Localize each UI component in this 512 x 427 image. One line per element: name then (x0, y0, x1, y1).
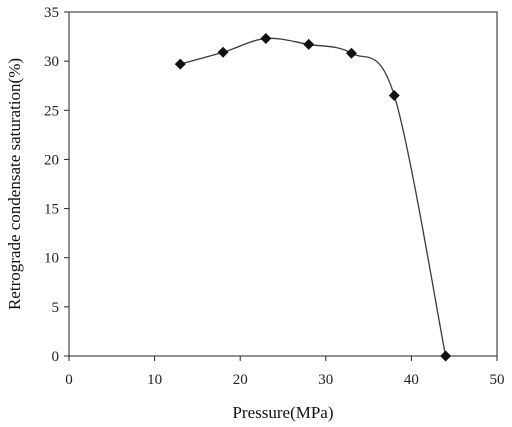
data-point-marker (303, 38, 315, 50)
y-tick-label: 10 (44, 251, 59, 267)
y-tick-label: 15 (44, 202, 59, 218)
x-tick-label: 20 (233, 372, 248, 388)
y-tick-label: 25 (44, 103, 59, 119)
y-tick-label: 30 (44, 54, 59, 70)
data-point-marker (217, 46, 229, 58)
data-point-marker (174, 58, 186, 70)
y-axis: 0 5 10 15 20 25 30 35 (44, 5, 69, 365)
y-tick-label: 20 (44, 152, 59, 168)
y-tick-label: 5 (52, 300, 60, 316)
series-line (180, 37, 447, 357)
x-tick-label: 50 (490, 372, 505, 388)
x-tick-label: 10 (147, 372, 162, 388)
y-axis-title: Retrograde condensate saturation(%) (5, 58, 24, 310)
y-tick-label: 0 (52, 349, 60, 365)
y-tick-label: 35 (44, 5, 59, 21)
x-axis-title: Pressure(MPa) (232, 403, 333, 422)
data-point-marker (388, 90, 400, 102)
series-markers (174, 33, 452, 362)
x-tick-label: 30 (318, 372, 333, 388)
data-point-marker (345, 47, 357, 59)
x-axis: 0 10 20 30 40 50 (65, 356, 505, 388)
data-point-marker (440, 350, 452, 362)
x-tick-label: 0 (65, 372, 73, 388)
x-tick-label: 40 (404, 372, 419, 388)
data-point-marker (260, 33, 272, 45)
plot-area-frame (68, 11, 498, 357)
